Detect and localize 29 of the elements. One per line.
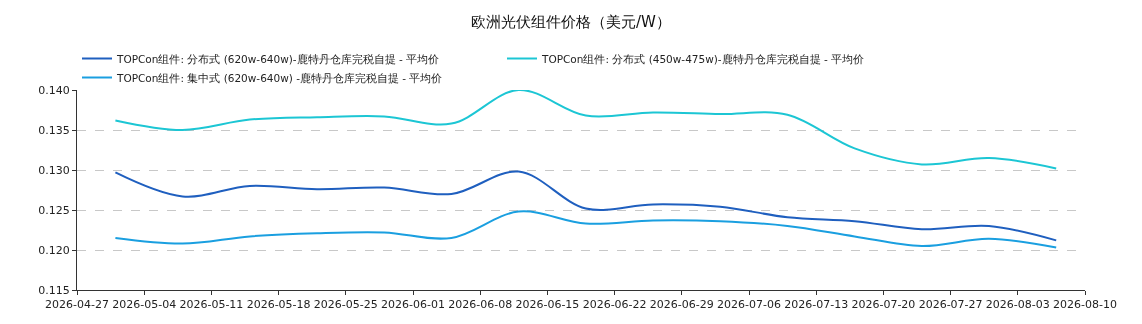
line-series (114, 210, 1058, 249)
line-series (114, 170, 1058, 242)
x-tick-label: 2026-05-04 (112, 298, 177, 312)
legend-label: TOPCon组件: 分布式 (620w-640w)-鹿特丹仓库完税自提 - 平均价 (116, 52, 440, 65)
y-tick-label: 0.125 (38, 203, 70, 217)
y-tick-label: 0.120 (38, 243, 70, 257)
y-tick-label: 0.130 (38, 163, 70, 177)
x-tick-label: 2026-08-10 (1053, 298, 1117, 312)
x-tick-label: 2026-06-15 (515, 298, 580, 312)
x-tick-label: 2026-06-29 (649, 298, 714, 312)
x-tick-label: 2026-07-13 (784, 298, 849, 312)
x-tick-label: 2026-06-01 (381, 298, 445, 312)
x-tick-label: 2026-05-11 (179, 298, 244, 312)
x-tick-label: 2026-04-27 (45, 298, 109, 312)
x-tick-label: 2026-07-06 (717, 298, 781, 312)
x-tick-label: 2026-06-08 (448, 298, 513, 312)
x-tick-label: 2026-05-25 (313, 298, 378, 312)
legend-label: TOPCon组件: 集中式 (620w-640w) -鹿特丹仓库完税自提 - 平均价 (116, 71, 443, 84)
x-tick-label: 2026-06-22 (582, 298, 647, 312)
chart-title: 欧洲光伏组件价格（美元/W） (471, 12, 671, 31)
x-tick-label: 2026-07-20 (851, 298, 916, 312)
x-tick-label: 2026-07-27 (918, 298, 983, 312)
line-series (114, 90, 1058, 170)
x-tick-label: 2026-05-18 (246, 298, 311, 312)
x-tick-label: 2026-08-03 (985, 298, 1050, 312)
legend-label: TOPCon组件: 分布式 (450w-475w)-鹿特丹仓库完税自提 - 平均价 (541, 52, 865, 65)
y-tick-label: 0.140 (38, 83, 70, 97)
y-tick-label: 0.135 (38, 123, 70, 137)
y-tick-label: 0.115 (38, 283, 70, 297)
